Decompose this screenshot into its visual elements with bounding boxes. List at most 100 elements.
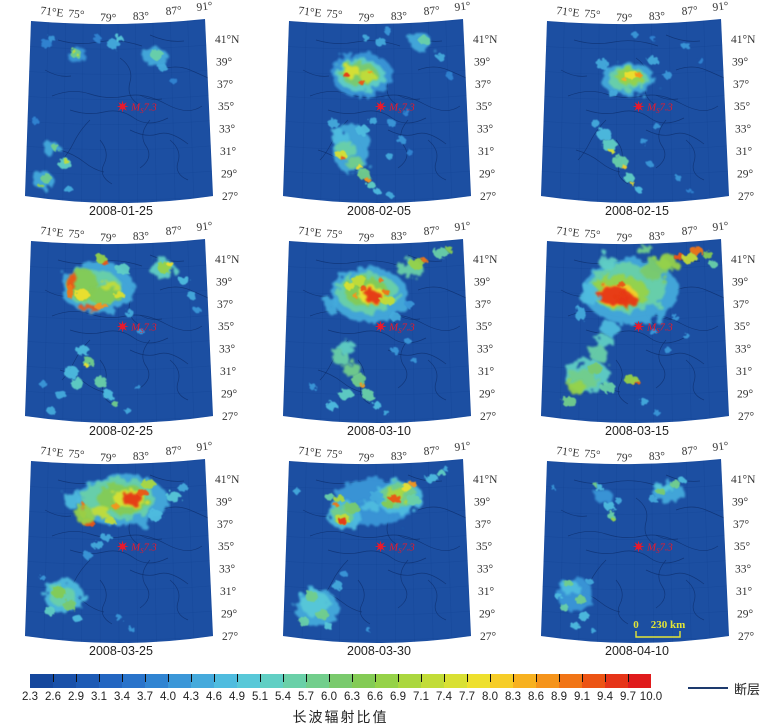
panel-date-label: 2008-04-10 xyxy=(605,644,669,658)
lon-tick-label: 87° xyxy=(165,225,182,238)
heat-blob xyxy=(635,72,643,78)
heat-blob xyxy=(382,500,394,508)
heatmap-blobs xyxy=(32,34,178,193)
lon-tick-label: 83° xyxy=(133,230,150,243)
heat-blob xyxy=(58,158,71,169)
heat-blob xyxy=(93,303,109,309)
colorbar-segment xyxy=(168,674,191,688)
heat-blob xyxy=(95,253,107,263)
heat-blob xyxy=(137,489,149,497)
colorbar-tick-label: 8.3 xyxy=(505,691,521,703)
colorbar-tick-label: 4.9 xyxy=(229,691,245,703)
heatmap-blobs xyxy=(309,246,454,416)
epicenter-magnitude-sub: S xyxy=(656,327,660,335)
epicenter-star-icon xyxy=(116,320,129,333)
epicenter-magnitude-value: 7.3 xyxy=(402,543,415,554)
lat-tick-label: 39° xyxy=(216,496,233,508)
heat-blob xyxy=(624,375,639,385)
heat-blob xyxy=(40,39,52,49)
heat-blob xyxy=(600,320,619,336)
epicenter-magnitude-value: 7.3 xyxy=(660,103,673,114)
heat-blob xyxy=(600,381,615,393)
epicenter-label: MS7.3 xyxy=(388,542,415,556)
lat-tick-label: 31° xyxy=(478,586,495,598)
heat-blob xyxy=(166,491,181,503)
heat-blob xyxy=(402,108,410,116)
colorbar-boundary-tick xyxy=(559,674,560,682)
lon-tick-label: 71°E xyxy=(556,5,580,20)
heat-blob xyxy=(608,148,614,153)
lon-tick-label: 79° xyxy=(358,232,375,245)
heat-blob xyxy=(91,505,110,518)
lon-tick-label: 91° xyxy=(454,0,472,14)
colorbar-tick-label: 4.0 xyxy=(160,691,176,703)
colorbar-boundary-tick xyxy=(122,674,123,682)
colorbar-tick-label: 3.1 xyxy=(91,691,107,703)
lat-tick-label: 35° xyxy=(476,541,493,553)
heat-blob xyxy=(337,339,356,355)
heat-blob xyxy=(113,291,125,299)
colorbar-segment xyxy=(122,674,145,688)
heatmap-blobs xyxy=(590,31,704,194)
lat-tick-label: 33° xyxy=(735,564,752,576)
heat-blob xyxy=(100,533,112,541)
map-area xyxy=(283,239,471,423)
heat-blob xyxy=(446,71,454,79)
heat-blob xyxy=(616,294,639,308)
scale-bar: 0 230 km xyxy=(633,619,685,638)
lon-tick-label: 71°E xyxy=(556,445,580,460)
epicenter-label: MS7.3 xyxy=(646,322,673,336)
lat-tick-label: 33° xyxy=(219,564,236,576)
scale-bar-zero-label: 0 xyxy=(633,619,639,631)
heat-blob xyxy=(365,177,371,183)
heat-blob xyxy=(316,609,329,621)
epicenter-magnitude-value: 7.3 xyxy=(660,543,673,554)
lon-tick-label: 91° xyxy=(712,220,730,234)
heat-blob xyxy=(377,278,384,283)
colorbar-tick-label: 6.3 xyxy=(344,691,360,703)
lon-tick-label: 71°E xyxy=(298,445,322,460)
heat-blob xyxy=(404,338,412,344)
lat-tick-label: 31° xyxy=(736,146,753,158)
colorbar-tick-label: 2.9 xyxy=(68,691,84,703)
epicenter-label: MS7.3 xyxy=(130,542,157,556)
lon-tick-label: 83° xyxy=(649,10,666,23)
heat-blob xyxy=(309,383,317,391)
heat-blob xyxy=(615,281,625,287)
heat-blob xyxy=(40,173,52,183)
colorbar-segment xyxy=(375,674,398,688)
heat-blob xyxy=(656,488,665,495)
epicenter-label: MS7.3 xyxy=(646,542,673,556)
heat-blob xyxy=(682,332,690,339)
heat-blob xyxy=(590,628,596,634)
epicenter-magnitude-symbol: M xyxy=(646,542,657,554)
heat-blob xyxy=(384,27,392,35)
colorbar-segment xyxy=(237,674,260,688)
heat-blob xyxy=(94,376,108,388)
heat-blob xyxy=(70,378,84,389)
heat-blob xyxy=(360,499,379,513)
heat-blob xyxy=(615,497,623,504)
lat-tick-label: 31° xyxy=(736,586,753,598)
colorbar-tick-label: 8.9 xyxy=(551,691,567,703)
lon-tick-label: 75° xyxy=(68,8,85,21)
epicenter-magnitude-symbol: M xyxy=(130,102,141,114)
lon-tick-label: 83° xyxy=(391,10,408,23)
colorbar-tick-label: 10.0 xyxy=(639,691,663,703)
epicenter-label: MS7.3 xyxy=(130,102,157,116)
lat-tick-label: 27° xyxy=(738,631,755,643)
map-grid: MS7.3 71°E 75° 79° 83° 87° 91° 41°N 39° 37° 35° 33°… xyxy=(25,0,756,658)
heat-blob xyxy=(323,621,333,630)
lon-tick-label: 91° xyxy=(712,0,730,14)
colorbar-tick-label: 5.1 xyxy=(252,691,268,703)
lat-tick-label: 31° xyxy=(478,146,495,158)
heat-blob xyxy=(358,285,366,291)
lat-tick-label: 31° xyxy=(220,146,237,158)
heat-blob xyxy=(331,580,343,590)
heat-blob xyxy=(380,296,396,306)
epicenter-label: MS7.3 xyxy=(646,102,673,116)
colorbar-segment xyxy=(605,674,628,688)
colorbar-tick-label: 4.3 xyxy=(183,691,199,703)
lon-tick-label: 87° xyxy=(423,225,440,238)
map-panel-2008-03-15: MS7.3 71°E 75° 79° 83° 87° 91° 41°N 39° 37° 35° 33°… xyxy=(541,220,756,438)
